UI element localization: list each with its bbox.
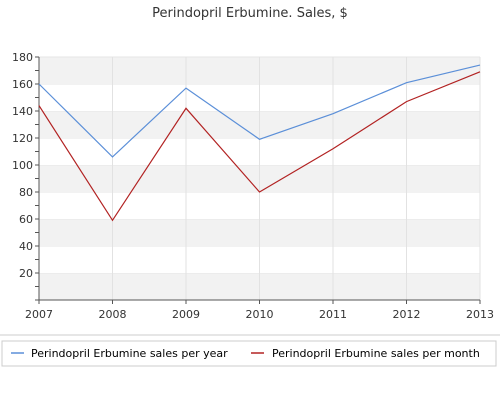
x-tick-label: 2013 (466, 308, 494, 321)
y-tick-label: 80 (19, 186, 33, 199)
legend-box (1, 340, 497, 367)
y-tick-label: 180 (12, 51, 33, 64)
y-tick-label: 120 (12, 132, 33, 145)
x-tick-label: 2011 (319, 308, 347, 321)
y-tick-label: 60 (19, 213, 33, 226)
series-line-per-year (38, 64, 481, 158)
y-tick-label: 20 (19, 267, 33, 280)
series-line-per-month (38, 71, 481, 222)
y-tick-label: 100 (12, 159, 33, 172)
x-tick-label: 2009 (172, 308, 200, 321)
legend: Perindopril Erbumine sales per year Peri… (11, 347, 480, 360)
chart-title: Perindopril Erbumine. Sales, $ (152, 6, 348, 21)
legend-label-year: Perindopril Erbumine sales per year (31, 347, 228, 360)
y-axis: 20 40 60 80 100 120 140 160 180 (12, 51, 40, 301)
x-tick-label: 2012 (393, 308, 421, 321)
x-axis: 2007 2008 2009 2010 2011 2012 2013 (25, 299, 494, 321)
legend-label-month: Perindopril Erbumine sales per month (272, 347, 480, 360)
x-tick-label: 2008 (99, 308, 127, 321)
y-tick-label: 160 (12, 78, 33, 91)
x-tick-label: 2010 (246, 308, 274, 321)
series-lines (38, 64, 481, 222)
y-tick-label: 40 (19, 240, 33, 253)
y-tick-label: 140 (12, 105, 33, 118)
x-tick-label: 2007 (25, 308, 53, 321)
